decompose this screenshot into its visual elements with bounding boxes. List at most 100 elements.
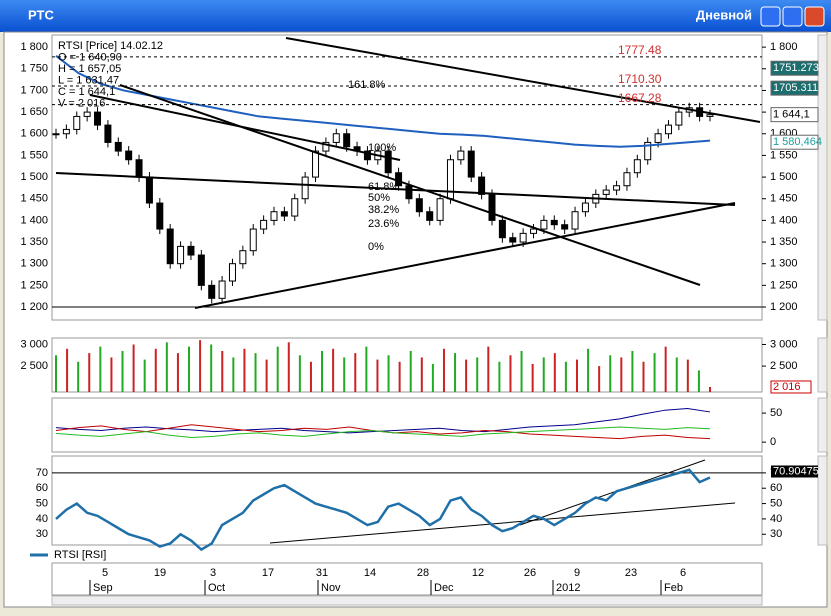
candle (291, 198, 299, 217)
y-tick-label-left: 50 (36, 497, 48, 509)
volume-bar (409, 350, 412, 392)
moving-average (55, 54, 711, 148)
candle (197, 254, 205, 286)
volume-bar (55, 355, 57, 392)
volume-bar (442, 348, 445, 392)
y-tick-label-left: 1 350 (20, 236, 48, 248)
y-tick-label-left: 1 500 (20, 171, 48, 183)
day-label: 31 (316, 567, 328, 579)
candle (73, 115, 81, 130)
volume-bar (598, 366, 601, 392)
candle (187, 245, 195, 256)
candle (343, 133, 351, 148)
info-line: V = 2 016 (58, 97, 105, 109)
price-box (770, 80, 819, 96)
candle (426, 211, 434, 221)
fib-label: 38.2% (368, 204, 399, 216)
candle (332, 133, 340, 143)
volume-bar (99, 346, 102, 392)
day-label: 26 (524, 567, 536, 579)
panel (51, 455, 763, 546)
volume-bar (321, 350, 324, 392)
day-label: 6 (680, 567, 686, 579)
candle (280, 211, 288, 217)
candle (363, 150, 371, 161)
rsi-box (771, 465, 818, 478)
time-axis (51, 562, 763, 596)
fib-label: 50% (368, 192, 390, 204)
volume-bar (587, 348, 590, 392)
y-tick-label-left: 1 450 (20, 193, 48, 205)
y-tick-label-left: 1 600 (20, 128, 48, 140)
window-title: РТС (28, 7, 54, 22)
level-label: 1710.30 (618, 72, 662, 86)
price-box (770, 60, 819, 76)
y-tick-label: 1 250 (770, 279, 798, 291)
volume-bar (564, 361, 567, 392)
fib-label: 0% (368, 241, 384, 253)
candle (602, 189, 610, 195)
month-label: Nov (321, 582, 341, 594)
candle (62, 128, 70, 135)
day-label: 19 (154, 567, 166, 579)
candle (633, 159, 641, 174)
trend-line (285, 37, 761, 123)
volume-bar (309, 361, 312, 392)
y-tick-label-left: 1 300 (20, 258, 48, 270)
level-label: 1667.28 (618, 91, 662, 105)
candle (405, 185, 413, 200)
volume-bar (221, 350, 224, 392)
trend-line (119, 84, 701, 286)
y-tick-label-left: 60 (36, 482, 48, 494)
volume-bar (276, 346, 279, 392)
candle (540, 219, 548, 230)
candle (52, 133, 60, 136)
volume-bar (143, 359, 146, 392)
candle (270, 211, 278, 221)
candle (260, 219, 268, 230)
day-label: 23 (625, 567, 637, 579)
candle (706, 114, 714, 117)
maximize-button[interactable] (782, 6, 803, 27)
volume-bar (121, 350, 124, 392)
info-line: L = 1 631,47 (58, 74, 119, 86)
volume-bar (642, 361, 645, 392)
day-label: 9 (574, 567, 580, 579)
y-tick-label: 1 550 (770, 149, 798, 161)
day-label: 5 (102, 567, 108, 579)
fib-label: 61.8% (368, 181, 399, 193)
legend-label: RTSI [RSI] (54, 549, 106, 561)
candle (104, 124, 112, 143)
candle (114, 141, 122, 152)
price-box (770, 134, 819, 150)
volume-bar (509, 355, 512, 392)
y-tick-label: 1 350 (770, 236, 798, 248)
y-tick-label-left: 40 (36, 513, 48, 525)
volume-box-label: 2 016 (773, 381, 801, 393)
y-tick-label: 1 450 (770, 193, 798, 205)
y-tick-label-left: 2 500 (20, 360, 48, 372)
y-tick-label: 60 (770, 482, 782, 494)
y-tick-label: 2 500 (770, 360, 798, 372)
volume-bar (110, 357, 113, 392)
y-tick-label: 1 500 (770, 171, 798, 183)
volume-box (770, 380, 812, 394)
close-button[interactable] (804, 6, 825, 27)
rsi-trend (519, 459, 706, 526)
minimize-button[interactable] (760, 6, 781, 27)
volume-bar (199, 340, 202, 392)
price-box-label: 1 580,464 (773, 136, 822, 148)
month-label: Oct (208, 582, 225, 594)
volume-bar (243, 348, 246, 392)
candle (488, 193, 496, 221)
candle (613, 185, 621, 191)
candle (228, 263, 236, 282)
volume-bar (154, 348, 157, 392)
title-bar (0, 0, 831, 32)
info-line: O = 1 640,90 (58, 51, 122, 63)
price-box (770, 107, 819, 123)
candle (644, 141, 652, 161)
trend-line (55, 172, 736, 206)
volume-bar (454, 353, 457, 392)
volume-bar (365, 346, 368, 392)
